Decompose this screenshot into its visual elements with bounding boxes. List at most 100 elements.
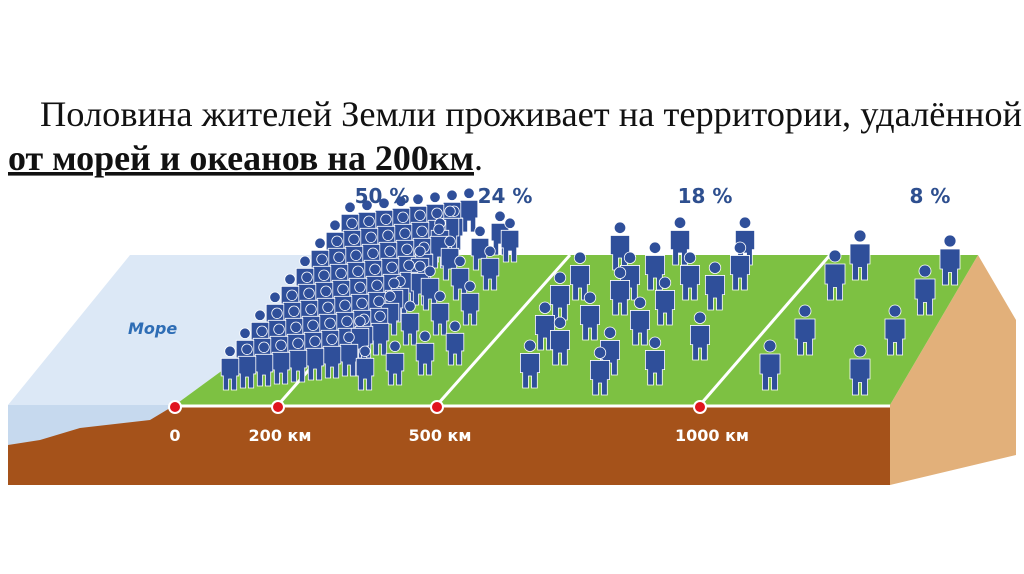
- person-body: [645, 350, 665, 386]
- person-body: [430, 302, 450, 336]
- person-head: [673, 216, 687, 229]
- person-icon: [385, 340, 405, 386]
- person-body: [590, 360, 610, 396]
- person-head: [241, 343, 253, 355]
- person-head: [269, 291, 281, 303]
- person-head: [303, 287, 315, 299]
- person-icon: [849, 229, 871, 281]
- person-head: [354, 281, 366, 293]
- person-head: [463, 187, 475, 199]
- person-head: [331, 235, 343, 247]
- person-head: [399, 227, 411, 239]
- person-icon: [430, 290, 450, 336]
- person-head: [273, 323, 285, 335]
- person-head: [603, 326, 617, 339]
- person-icon: [520, 339, 540, 389]
- person-icon: [220, 345, 240, 391]
- person-head: [888, 304, 902, 318]
- person-head: [494, 210, 506, 222]
- person-head: [553, 316, 567, 329]
- person-head: [404, 300, 416, 312]
- person-body: [690, 325, 710, 361]
- person-head: [363, 215, 375, 227]
- person-head: [553, 271, 567, 284]
- person-head: [356, 297, 368, 309]
- person-icon: [570, 251, 590, 301]
- front-face: [8, 405, 890, 485]
- person-head: [583, 291, 597, 304]
- person-head: [474, 225, 486, 237]
- person-head: [853, 344, 867, 358]
- person-head: [329, 219, 341, 231]
- title-line-2: от морей и океанов на 200км: [8, 138, 474, 178]
- person-body: [610, 280, 630, 316]
- person-icon: [590, 346, 610, 396]
- person-head: [378, 197, 390, 209]
- person-head: [397, 211, 409, 223]
- person-head: [307, 319, 319, 331]
- person-icon: [655, 276, 675, 326]
- person-icon: [630, 296, 650, 346]
- person-body: [520, 353, 540, 389]
- person-body: [630, 310, 650, 346]
- person-head: [403, 259, 415, 271]
- person-body: [400, 312, 420, 346]
- person-head: [341, 315, 353, 327]
- person-icon: [305, 335, 325, 381]
- person-head: [763, 339, 777, 353]
- distance-marker: [168, 400, 182, 414]
- person-body: [914, 278, 936, 316]
- person-head: [301, 271, 313, 283]
- person-head: [683, 251, 697, 264]
- person-head: [271, 307, 283, 319]
- person-head: [523, 339, 537, 352]
- person-head: [309, 335, 321, 347]
- person-head: [335, 267, 347, 279]
- person-head: [424, 265, 436, 277]
- person-head: [504, 217, 516, 229]
- distance-label: 500 км: [409, 426, 472, 445]
- title-line-1: Половина жителей Земли проживает на терр…: [40, 94, 1022, 134]
- person-head: [384, 290, 396, 302]
- person-icon: [355, 345, 375, 391]
- person-icon: [480, 245, 500, 291]
- person-body: [237, 355, 257, 389]
- person-head: [414, 209, 426, 221]
- person-icon: [680, 251, 700, 301]
- person-icon: [705, 261, 725, 311]
- person-head: [384, 245, 396, 257]
- person-icon: [459, 187, 479, 233]
- person-head: [454, 255, 466, 267]
- person-body: [254, 353, 274, 387]
- person-icon: [849, 344, 871, 396]
- person-head: [314, 237, 326, 249]
- person-head: [573, 251, 587, 264]
- person-head: [373, 295, 385, 307]
- title-period: .: [474, 138, 483, 178]
- person-icon: [415, 330, 435, 376]
- person-head: [258, 341, 270, 353]
- person-head: [648, 241, 662, 254]
- person-head: [365, 231, 377, 243]
- distance-label: 0: [169, 426, 180, 445]
- person-head: [305, 303, 317, 315]
- person-icon: [237, 343, 257, 389]
- person-head: [284, 273, 296, 285]
- sea-front: [8, 405, 175, 445]
- person-head: [434, 290, 446, 302]
- person-body: [759, 353, 781, 391]
- person-icon: [400, 300, 420, 346]
- person-body: [500, 229, 520, 263]
- zone-share: 50 %: [355, 184, 410, 208]
- person-head: [433, 223, 445, 235]
- person-head: [593, 346, 607, 359]
- person-icon: [824, 249, 846, 301]
- person-body: [705, 275, 725, 311]
- person-head: [290, 321, 302, 333]
- person-head: [444, 205, 456, 217]
- person-body: [288, 349, 308, 383]
- person-head: [853, 229, 867, 243]
- person-body: [849, 243, 871, 281]
- person-head: [623, 251, 637, 264]
